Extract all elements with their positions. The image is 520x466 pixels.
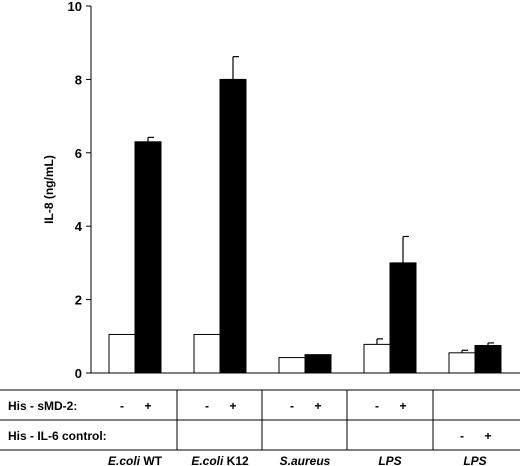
bar bbox=[219, 78, 247, 374]
condition-table: His - sMD-2: - + - + - + - + His - IL-6 control: -… bbox=[0, 389, 520, 451]
group-label: LPS bbox=[463, 454, 486, 466]
bar bbox=[474, 344, 502, 374]
minus-sign: - bbox=[205, 399, 209, 413]
table-row-label: His - sMD-2: bbox=[8, 399, 77, 413]
group-label: E.coli WT bbox=[108, 454, 163, 466]
bar bbox=[193, 333, 221, 374]
y-tick-label: 8 bbox=[75, 72, 82, 87]
bar bbox=[108, 333, 136, 374]
plus-sign: + bbox=[144, 399, 151, 413]
bar bbox=[363, 343, 391, 374]
y-tick-label: 2 bbox=[75, 293, 82, 308]
group-label: S.aureus bbox=[280, 454, 331, 466]
table-row-label: His - IL-6 control: bbox=[8, 429, 107, 443]
bar bbox=[278, 357, 306, 374]
bars bbox=[108, 56, 502, 374]
minus-sign: - bbox=[375, 399, 379, 413]
y-tick-label: 6 bbox=[75, 146, 82, 161]
minus-sign: - bbox=[460, 429, 464, 443]
group-label-suffix: WT bbox=[140, 454, 163, 466]
plus-sign: + bbox=[484, 429, 491, 443]
group-label-suffix: K12 bbox=[223, 454, 249, 466]
bar bbox=[304, 354, 332, 374]
plus-sign: + bbox=[399, 399, 406, 413]
group-label: E.coli K12 bbox=[191, 454, 249, 466]
group-label-name: E.coli bbox=[108, 454, 141, 466]
group-label: LPS bbox=[378, 454, 401, 466]
group-label-name: E.coli bbox=[191, 454, 224, 466]
bar bbox=[448, 352, 476, 374]
minus-sign: - bbox=[120, 399, 124, 413]
bar bbox=[389, 262, 417, 374]
y-tick-label: 10 bbox=[68, 0, 82, 14]
minus-sign: - bbox=[290, 399, 294, 413]
group-label-name: LPS bbox=[463, 454, 486, 466]
plus-sign: + bbox=[314, 399, 321, 413]
group-labels: E.coli WT E.coli K12 S.aureus LPS LPS bbox=[108, 454, 487, 466]
axes: 0 2 4 6 8 10 IL-8 (ng/mL) bbox=[42, 0, 520, 381]
y-axis-title: IL-8 (ng/mL) bbox=[42, 155, 56, 224]
plus-sign: + bbox=[229, 399, 236, 413]
bar bbox=[134, 141, 162, 374]
group-label-name: LPS bbox=[378, 454, 401, 466]
y-tick-label: 4 bbox=[75, 219, 83, 234]
group-label-name: S.aureus bbox=[280, 454, 331, 466]
y-tick-label: 0 bbox=[75, 366, 82, 381]
